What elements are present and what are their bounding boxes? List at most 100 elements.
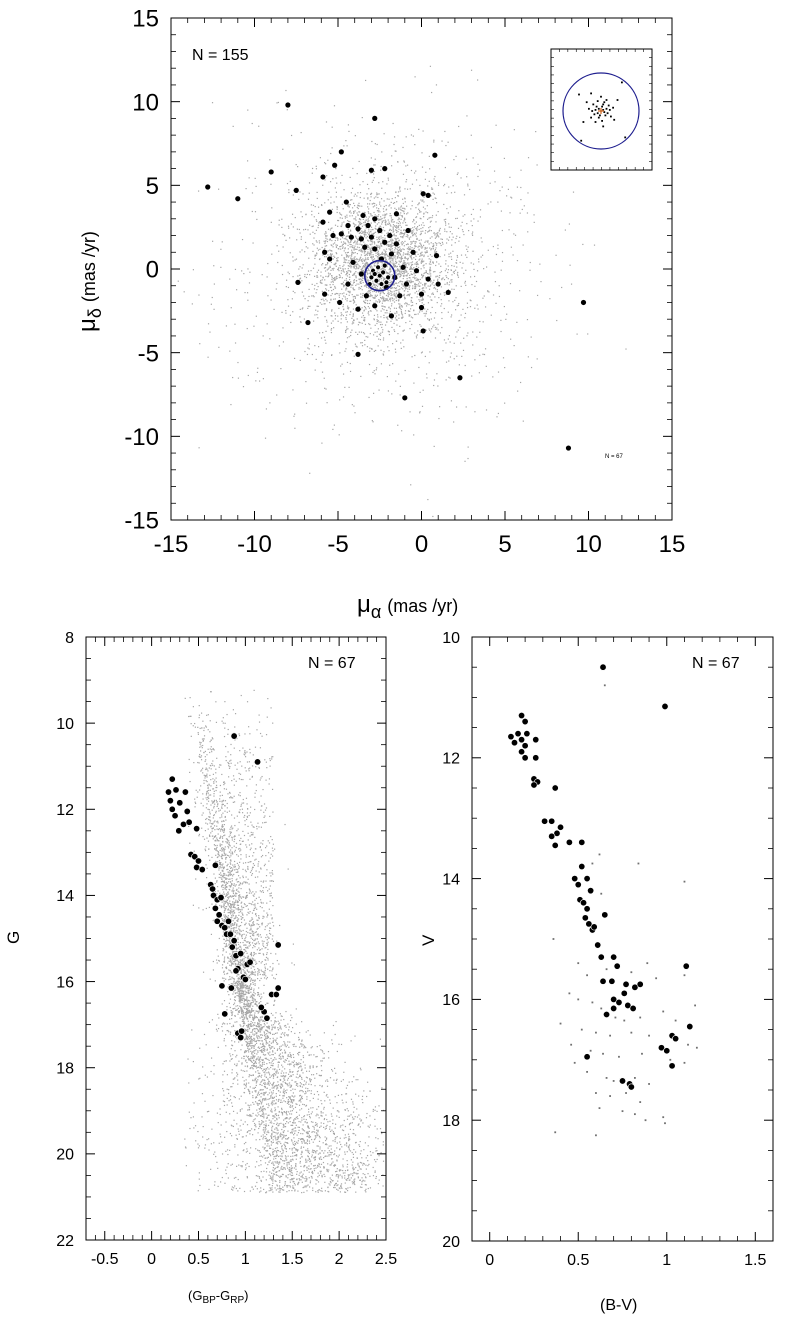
gaia-field-star	[265, 1083, 267, 1085]
gaia-field-star	[285, 1157, 287, 1159]
vpd-field-star	[370, 196, 372, 198]
vpd-field-star	[429, 229, 431, 231]
gaia-field-star	[274, 1180, 276, 1182]
gaia-field-star	[231, 895, 233, 897]
vpd-field-star	[411, 323, 413, 326]
vpd-field-star	[376, 287, 378, 290]
vpd-field-star	[376, 335, 378, 337]
gaia-field-star	[265, 1040, 267, 1042]
gaia-field-star	[227, 991, 229, 993]
gaia-field-star	[268, 1098, 271, 1100]
vpd-field-star	[220, 266, 222, 268]
vpd-field-star	[325, 231, 327, 233]
vpd-member-star	[205, 184, 211, 190]
vpd-field-star	[388, 331, 390, 333]
gaia-field-star	[259, 1029, 261, 1031]
vpd-field-star	[305, 402, 308, 404]
gaia-field-star	[252, 1051, 254, 1053]
vpd-field-star	[370, 249, 372, 251]
vpd-field-star	[266, 323, 268, 325]
gaia-field-star	[245, 1008, 247, 1011]
vpd-field-star	[411, 183, 414, 185]
vpd-field-star	[418, 299, 420, 301]
vpd-field-star	[373, 177, 375, 179]
vpd-field-star	[332, 243, 334, 245]
vpd-field-star	[346, 307, 349, 309]
vpd-field-star	[338, 270, 340, 272]
gaia-field-star	[257, 902, 259, 905]
vpd-field-star	[423, 260, 425, 262]
vpd-field-star	[297, 166, 299, 168]
vpd-field-star	[343, 308, 345, 310]
vpd-field-star	[362, 218, 364, 220]
vpd-field-star	[364, 263, 366, 265]
vpd-field-star	[364, 268, 366, 270]
gaia-field-star	[244, 750, 246, 752]
gaia-field-star	[249, 1004, 252, 1006]
gaia-field-star	[260, 880, 262, 882]
vpd-field-star	[407, 236, 409, 238]
vpd-field-star	[177, 280, 179, 282]
vpd-field-star	[445, 218, 447, 220]
vpd-field-star	[404, 285, 406, 288]
vpd-field-star	[395, 260, 397, 262]
gaia-field-star	[290, 1063, 292, 1065]
vpd-field-star	[359, 241, 362, 243]
vpd-field-star	[394, 150, 396, 152]
vpd-field-star	[497, 412, 499, 415]
vpd-field-star	[278, 219, 280, 221]
vpd-field-star	[428, 243, 430, 245]
gaia-field-star	[293, 1064, 295, 1067]
vpd-field-star	[393, 290, 395, 292]
gaia-field-star	[246, 882, 248, 884]
gaia-field-star	[335, 1082, 337, 1084]
vpd-field-star	[380, 235, 382, 237]
gaia-field-star	[252, 972, 254, 974]
vpd-field-star	[410, 268, 412, 271]
vpd-member-star	[235, 196, 241, 202]
vpd-field-star	[374, 227, 376, 229]
vpd-field-star	[379, 225, 381, 227]
vpd-field-star	[416, 334, 419, 336]
vpd-field-star	[378, 219, 380, 221]
vpd-field-star	[324, 247, 326, 250]
vpd-field-star	[460, 285, 462, 288]
vpd-field-star	[404, 369, 406, 372]
vpd-field-star	[483, 353, 486, 356]
vpd-field-star	[394, 254, 396, 257]
gaia-field-star	[215, 786, 217, 789]
vpd-field-star	[365, 79, 367, 82]
vpd-field-star	[234, 268, 237, 271]
gaia-field-star	[229, 1033, 232, 1035]
vpd-field-star	[319, 248, 321, 250]
vpd-field-star	[422, 337, 424, 339]
vpd-field-star	[372, 259, 374, 261]
vpd-field-star	[357, 264, 359, 266]
vpd-field-star	[419, 278, 421, 281]
vpd-field-star	[363, 224, 365, 226]
vpd-field-star	[358, 236, 360, 238]
vpd-field-star	[341, 282, 344, 285]
vpd-field-star	[465, 284, 467, 287]
vpd-field-star	[453, 159, 455, 161]
vpd-field-star	[332, 231, 335, 233]
vpd-field-star	[377, 253, 379, 256]
vpd-field-star	[410, 282, 412, 284]
vpd-field-star	[436, 290, 438, 293]
vpd-field-star	[338, 277, 340, 279]
vpd-field-star	[456, 355, 458, 357]
gaia-field-star	[236, 830, 238, 832]
vpd-field-star	[322, 184, 324, 186]
vpd-field-star	[292, 311, 294, 313]
vpd-field-star	[344, 279, 346, 282]
vpd-field-star	[387, 263, 389, 265]
gaia-field-star	[210, 1168, 212, 1170]
vpd-field-star	[345, 311, 347, 313]
vpd-field-star	[381, 232, 383, 234]
vpd-field-star	[359, 218, 361, 220]
vpd-field-star	[431, 216, 433, 219]
vpd-field-star	[373, 202, 375, 204]
gaia-field-star	[255, 963, 257, 965]
gaia-field-star	[374, 1118, 376, 1121]
vpd-field-star	[417, 293, 419, 295]
